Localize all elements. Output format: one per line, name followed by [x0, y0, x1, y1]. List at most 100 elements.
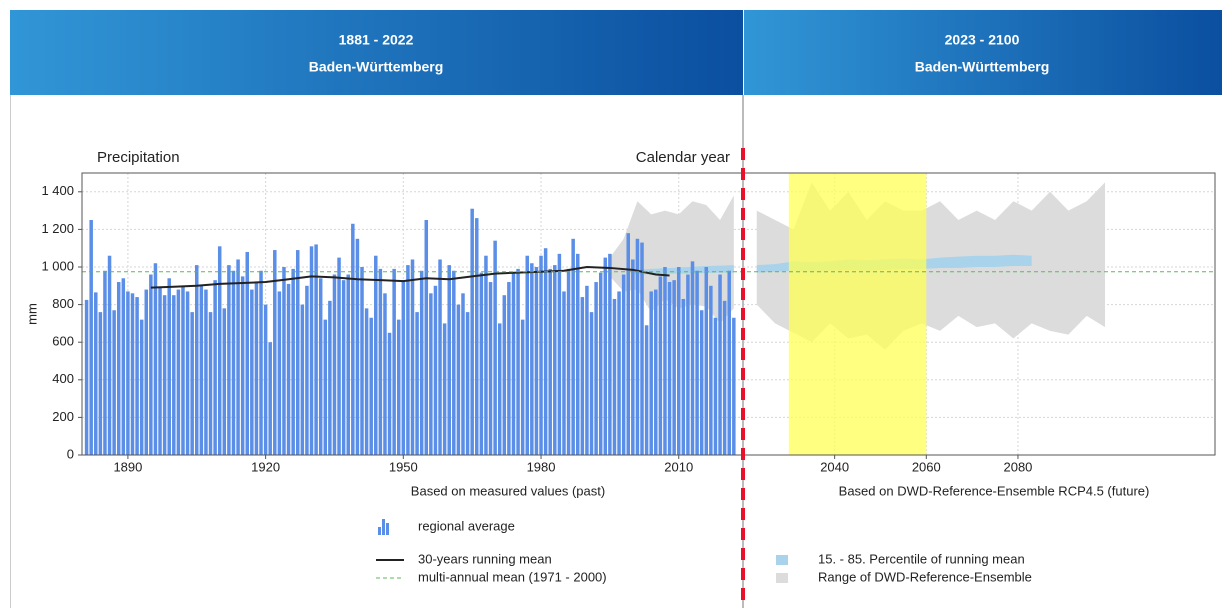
bar: [516, 268, 520, 455]
bar: [511, 272, 516, 455]
bar: [227, 265, 231, 455]
bar: [305, 285, 309, 455]
highlight: [788, 173, 927, 455]
bar: [139, 319, 144, 455]
bar: [681, 298, 686, 455]
plot-frame: [81, 172, 1216, 456]
bar: [557, 253, 562, 455]
bar: [185, 291, 190, 455]
bar: [309, 246, 314, 455]
bar: [722, 300, 727, 455]
bar: [291, 268, 295, 455]
bar: [475, 218, 479, 455]
bar: [663, 267, 667, 455]
bar: [295, 250, 300, 455]
chart-title: Precipitation: [97, 149, 180, 166]
bar: [686, 274, 690, 455]
bar: [470, 208, 474, 455]
bar: [676, 267, 681, 455]
bar: [571, 238, 575, 455]
x-axis-label: Based on measured values (past): [411, 483, 605, 498]
y-tick-label: 1 400: [41, 183, 74, 198]
legend-icon: [776, 573, 788, 583]
bar: [525, 255, 530, 455]
header-left: [10, 10, 743, 95]
bar: [598, 272, 603, 455]
bar: [447, 265, 451, 455]
bar: [502, 295, 507, 455]
bar: [245, 251, 249, 455]
bar: [126, 291, 130, 455]
bar: [429, 293, 433, 455]
x-axis-label: Based on DWD-Reference-Ensemble RCP4.5 (…: [839, 483, 1150, 498]
x-tick-label: 2040: [820, 459, 849, 474]
bar: [378, 268, 383, 455]
bar: [204, 289, 208, 455]
bar: [539, 255, 543, 455]
bar: [346, 274, 350, 455]
bar: [387, 332, 392, 455]
x-tick-label: 2080: [1003, 459, 1032, 474]
bar: [190, 312, 194, 455]
bar: [704, 267, 709, 455]
bar: [116, 282, 121, 455]
bar: [144, 289, 149, 455]
bar: [635, 238, 640, 455]
x-tick-label: 2060: [912, 459, 941, 474]
bar: [580, 297, 585, 455]
bar: [250, 289, 254, 455]
bar: [419, 270, 424, 455]
bar: [236, 259, 240, 455]
bar: [520, 319, 525, 455]
legend-label: regional average: [418, 518, 515, 533]
header-region: Baden-Württemberg: [915, 59, 1050, 75]
bar: [617, 291, 621, 455]
bar: [153, 263, 158, 455]
bar: [640, 242, 644, 455]
bar: [530, 263, 534, 455]
bar: [158, 287, 162, 455]
bar: [438, 259, 442, 455]
bar: [323, 319, 328, 455]
y-tick-label: 0: [67, 446, 74, 461]
bar: [231, 270, 236, 455]
bar: [621, 274, 626, 455]
x-tick-label: 1920: [251, 459, 280, 474]
bar: [626, 233, 630, 455]
x-tick-label: 1950: [389, 459, 418, 474]
y-tick-label: 400: [52, 371, 74, 386]
bar: [273, 250, 277, 455]
header-period: 2023 - 2100: [945, 32, 1020, 48]
bar: [465, 312, 470, 455]
legend-label: Range of DWD-Reference-Ensemble: [818, 569, 1032, 584]
bar: [282, 267, 286, 455]
bar: [328, 300, 332, 455]
bar: [392, 268, 396, 455]
bar: [603, 257, 608, 455]
bar: [713, 317, 718, 455]
bar: [690, 261, 695, 455]
x-tick-label: 2010: [664, 459, 693, 474]
bar: [383, 293, 387, 455]
bar: [94, 292, 98, 455]
bar: [479, 272, 484, 455]
legend-icon: [382, 519, 385, 535]
bar: [534, 267, 539, 455]
bar: [107, 255, 112, 455]
bar: [263, 304, 268, 455]
bar: [589, 312, 594, 455]
legend-label: multi-annual mean (1971 - 2000): [418, 569, 607, 584]
bar: [337, 257, 341, 455]
bar: [268, 342, 272, 455]
legend-icon: [378, 527, 381, 535]
y-tick-label: 200: [52, 409, 74, 424]
bar: [172, 295, 176, 455]
y-tick-label: 1 200: [41, 221, 74, 236]
bar: [103, 270, 107, 455]
bar: [374, 255, 378, 455]
bar: [112, 310, 116, 455]
bar: [213, 280, 217, 455]
bar: [162, 295, 167, 455]
bar: [727, 270, 731, 455]
bar: [452, 270, 456, 455]
